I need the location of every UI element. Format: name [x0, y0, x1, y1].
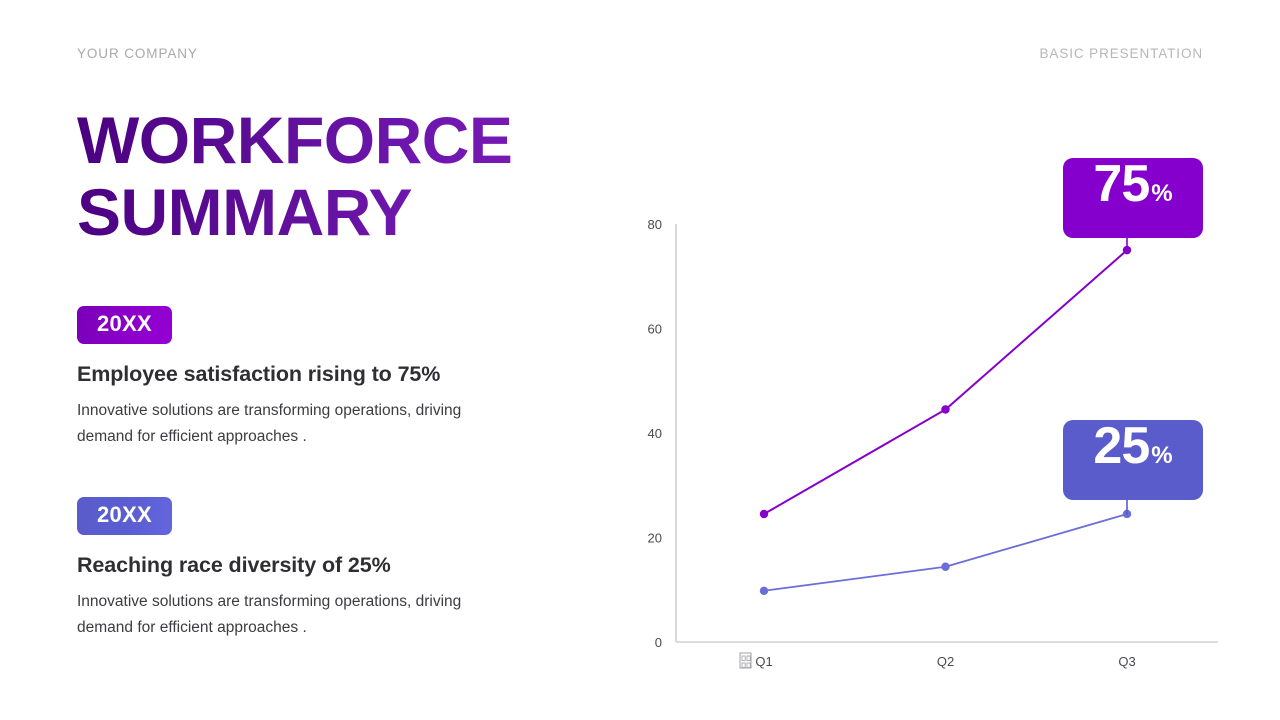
block-heading-2: Reaching race diversity of 25% — [77, 553, 391, 577]
data-point — [759, 586, 769, 595]
content-block-1: 20XX Employee satisfaction rising to 75%… — [77, 306, 517, 450]
year-badge-1: 20XX — [77, 306, 173, 344]
block-heading-1: Employee satisfaction rising to 75% — [77, 362, 441, 386]
callout-value-75: 75 — [1093, 155, 1150, 213]
callout-badge-75: 75 % — [1063, 158, 1203, 238]
y-tick-labels: 0 20 40 60 80 — [648, 217, 662, 650]
series-line — [763, 513, 1128, 592]
y-tick-label: 20 — [648, 531, 662, 546]
year-badge-2: 20XX — [77, 497, 173, 535]
series-layer — [759, 245, 1132, 595]
callout-badge-25: 25 % — [1063, 420, 1203, 500]
data-point — [941, 405, 950, 414]
missing-glyph-box-icon — [739, 652, 752, 669]
data-point — [759, 509, 769, 519]
y-tick-label: 80 — [648, 217, 662, 232]
block-body-1: Innovative solutions are transforming op… — [77, 402, 462, 445]
line-chart: 0 20 40 60 80 Q1 Q2 Q3 — [600, 140, 1260, 680]
x-tick-label: Q1 — [755, 654, 772, 669]
y-tick-label: 40 — [648, 426, 662, 441]
title-line-2: SUMMARY — [77, 175, 413, 249]
callout-unit-75: % — [1151, 180, 1173, 207]
data-point — [941, 562, 950, 571]
content-block-2: 20XX Reaching race diversity of 25% Inno… — [77, 497, 517, 641]
x-tick-labels: Q1 Q2 Q3 — [739, 652, 1136, 669]
company-label: YOUR COMPANY — [77, 46, 198, 61]
title-line-1: WORKFORCE — [77, 103, 513, 177]
presentation-label: BASIC PRESENTATION — [1039, 46, 1203, 61]
y-tick-label: 0 — [655, 635, 662, 650]
chart-svg: 0 20 40 60 80 Q1 Q2 Q3 — [648, 217, 1218, 669]
x-tick-label: Q2 — [937, 654, 954, 669]
block-body-2: Innovative solutions are transforming op… — [77, 593, 462, 636]
callout-unit-25: % — [1151, 442, 1173, 469]
page-title: WORKFORCE SUMMARY — [77, 104, 547, 248]
x-tick-label: Q3 — [1118, 654, 1135, 669]
callout-value-25: 25 — [1093, 417, 1150, 475]
y-tick-label: 60 — [648, 322, 662, 337]
